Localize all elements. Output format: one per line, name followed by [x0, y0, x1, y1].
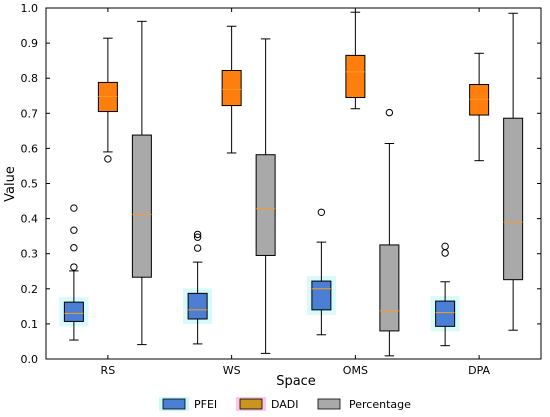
y-axis-label: Value — [3, 166, 18, 202]
y-tick-label: 0.2 — [21, 283, 39, 296]
box-iqr — [345, 54, 366, 99]
box-percentage-ws — [255, 38, 276, 354]
outlier-point — [193, 233, 202, 241]
legend-item-percentage: Percentage — [317, 398, 411, 411]
box-pfei-rs — [59, 204, 89, 341]
y-tick-label: 0.6 — [21, 142, 39, 155]
plot-area — [45, 7, 542, 360]
box-pfei-ws — [183, 230, 213, 345]
box-pfei-dpa — [430, 242, 460, 347]
box-iqr — [255, 154, 276, 256]
y-tick-label: 1.0 — [21, 2, 39, 15]
box-iqr — [379, 244, 400, 332]
outlier-point — [70, 204, 78, 212]
y-tick-label: 0.7 — [21, 107, 39, 120]
legend-swatch — [317, 398, 341, 410]
legend-label: DADI — [271, 398, 299, 411]
legend-item-pfei: PFEI — [159, 397, 217, 411]
box-series — [59, 11, 524, 357]
y-tick-label: 0.9 — [21, 37, 39, 50]
legend-swatch — [162, 398, 186, 410]
box-iqr — [97, 81, 118, 113]
box-dadi-oms — [345, 11, 366, 110]
x-axis: RS WS OMS DPA — [101, 8, 491, 377]
y-tick-label: 0.4 — [21, 213, 39, 226]
plot-frame — [45, 7, 542, 360]
outlier-point — [193, 244, 202, 252]
x-axis-label: Space — [276, 374, 316, 389]
legend-label: PFEI — [194, 398, 217, 411]
x-tick-label: DPA — [468, 364, 490, 377]
y-tick-label: 0.5 — [21, 178, 39, 191]
box-iqr — [131, 134, 152, 278]
legend: PFEI DADI Percentage — [159, 397, 411, 411]
box-iqr — [221, 69, 242, 107]
box-percentage-dpa — [503, 12, 524, 331]
outlier-point — [70, 263, 78, 271]
outlier-point — [441, 242, 449, 251]
box-percentage-oms — [379, 108, 400, 357]
box-iqr — [187, 292, 208, 320]
x-tick-label: OMS — [343, 364, 368, 377]
box-dadi-dpa — [469, 52, 490, 162]
outlier-point — [385, 108, 394, 117]
outlier-point — [441, 249, 449, 257]
box-iqr — [63, 301, 84, 322]
outlier-point — [70, 244, 78, 252]
outlier-point — [70, 226, 78, 234]
outlier-point — [193, 230, 202, 239]
y-tick-label: 0.0 — [21, 353, 39, 366]
outlier-point — [104, 155, 112, 163]
legend-item-dadi: DADI — [236, 397, 299, 411]
box-iqr — [311, 280, 332, 311]
box-iqr — [469, 84, 490, 116]
box-percentage-rs — [131, 20, 152, 346]
y-tick-label: 0.8 — [21, 72, 39, 85]
y-tick-label: 0.3 — [21, 248, 39, 261]
outlier-point — [317, 208, 326, 216]
legend-label: Percentage — [349, 398, 411, 411]
x-tick-label: WS — [223, 364, 241, 377]
x-tick-label: RS — [101, 364, 116, 377]
box-iqr — [435, 300, 456, 327]
y-tick-label: 0.1 — [21, 318, 39, 331]
legend-swatch — [239, 398, 263, 410]
box-pfei-oms — [306, 208, 336, 336]
box-dadi-rs — [97, 37, 118, 163]
box-iqr — [503, 117, 524, 281]
box-dadi-ws — [221, 25, 242, 154]
y-axis: 0.0 0.1 0.2 0.3 0.4 0.5 0.6 0.7 0.8 0.9 1.0 — [21, 2, 541, 366]
